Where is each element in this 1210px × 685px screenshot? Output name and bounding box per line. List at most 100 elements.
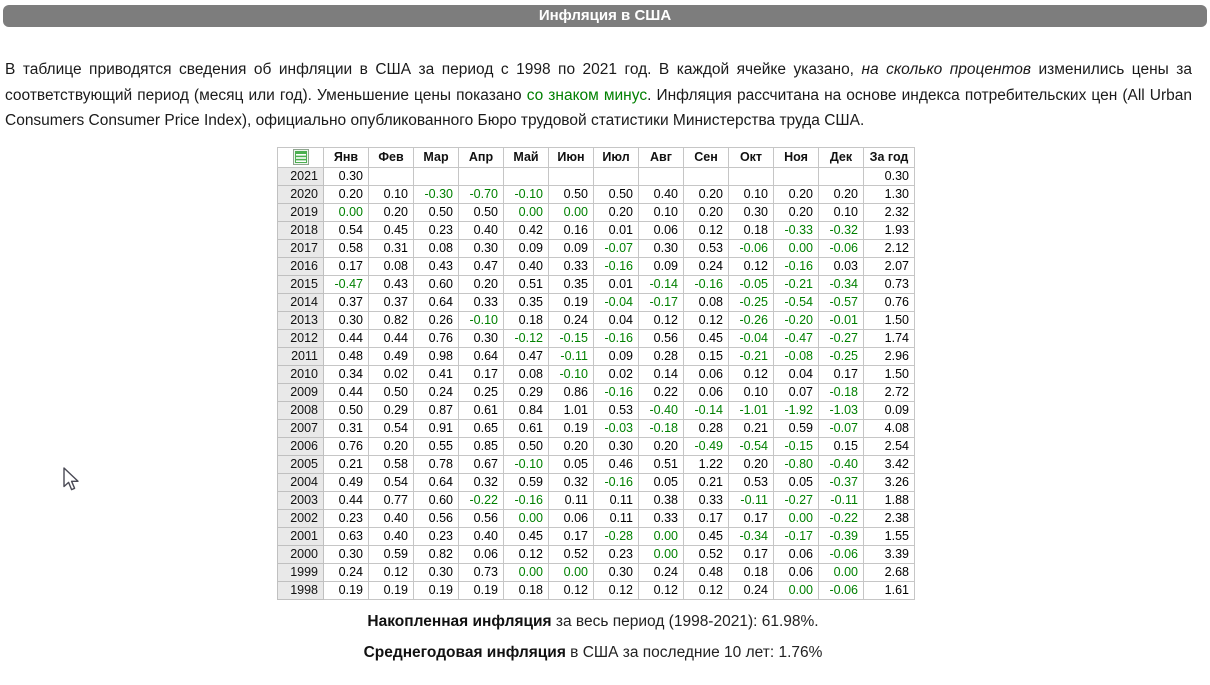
table-row: 2014 0.37 0.37 0.64 0.33 0.35 0.19 -0.04 -0.17 0.… [277,292,915,312]
month-value-cell: -1.03 [818,400,864,420]
table-row: 2015 -0.47 0.43 0.60 0.20 0.51 0.35 0.01 -0.14 -0… [277,274,915,294]
month-value-cell: 0.47 [503,346,549,366]
month-value-cell: 0.17 [818,364,864,384]
month-value-cell: 0.30 [728,202,774,222]
month-value-cell: 0.12 [683,310,729,330]
table-row: 2004 0.49 0.54 0.64 0.32 0.59 0.32 -0.16 0.05 0.2… [277,472,915,492]
month-value-cell: 0.53 [593,400,639,420]
month-value-cell: 0.50 [458,202,504,222]
month-value-cell: 0.67 [458,454,504,474]
average-inflation-label: Среднегодовая инфляция [363,643,566,661]
month-value-cell: 0.55 [413,436,459,456]
month-value-cell: 0.16 [548,220,594,240]
month-value-cell: 0.78 [413,454,459,474]
month-value-cell: 0.48 [323,346,369,366]
month-value-cell: -0.40 [638,400,684,420]
excel-export-cell[interactable] [277,146,324,168]
month-value-cell [683,166,729,186]
month-value-cell: -1.01 [728,400,774,420]
month-value-cell: 0.87 [413,400,459,420]
month-value-cell: 0.34 [323,364,369,384]
month-value-cell: -1.92 [773,400,819,420]
month-value-cell: 0.44 [323,490,369,510]
month-value-cell: 0.06 [638,220,684,240]
annual-total-cell: 4.08 [863,418,915,438]
month-value-cell: 0.35 [548,274,594,294]
month-value-cell: 0.30 [593,562,639,582]
month-value-cell [458,166,504,186]
column-header-month: Май [503,146,549,168]
month-value-cell: 0.52 [548,544,594,564]
excel-sheet-icon[interactable] [292,149,309,165]
month-value-cell: 0.12 [728,256,774,276]
month-value-cell: 0.76 [323,436,369,456]
table-row: 2000 0.30 0.59 0.82 0.06 0.12 0.52 0.23 0.00 0.52… [277,544,915,564]
month-value-cell: -0.17 [773,526,819,546]
month-value-cell: -0.47 [323,274,369,294]
cumulative-inflation-label: Накопленная инфляция [367,612,552,630]
month-value-cell: 0.23 [593,544,639,564]
month-value-cell: -0.05 [728,274,774,294]
month-value-cell: 0.58 [323,238,369,258]
year-cell: 2001 [277,526,324,546]
month-value-cell: 0.20 [548,436,594,456]
average-inflation-value: в США за последние 10 лет: 1.76% [565,643,823,661]
month-value-cell: -0.16 [503,490,549,510]
month-value-cell: 0.54 [323,220,369,240]
column-header-month: Июн [548,146,594,168]
month-value-cell: 0.54 [368,418,414,438]
annual-total-cell: 2.54 [863,436,915,456]
month-value-cell: 0.17 [458,364,504,384]
table-row: 2003 0.44 0.77 0.60 -0.22 -0.16 0.11 0.11 0.38 0.… [277,490,915,510]
month-value-cell: 0.30 [323,544,369,564]
month-value-cell: 0.50 [548,184,594,204]
month-value-cell: 0.17 [548,526,594,546]
annual-total-cell: 2.12 [863,238,915,258]
month-value-cell: 0.07 [773,382,819,402]
column-header-month: Окт [728,146,774,168]
month-value-cell: 0.46 [593,454,639,474]
month-value-cell: 0.12 [638,580,684,600]
intro-paragraph: В таблице приводятся сведения об инфляци… [5,57,1192,134]
month-value-cell: 0.50 [593,184,639,204]
month-value-cell: 0.35 [503,292,549,312]
annual-total-cell: 1.50 [863,364,915,384]
year-cell: 2006 [277,436,324,456]
month-value-cell: 0.51 [503,274,549,294]
month-value-cell: 0.20 [683,202,729,222]
month-value-cell: 0.30 [458,238,504,258]
month-value-cell: 0.23 [413,220,459,240]
year-cell: 2000 [277,544,324,564]
month-value-cell: -0.39 [818,526,864,546]
month-value-cell: 0.63 [323,526,369,546]
month-value-cell: 0.37 [368,292,414,312]
column-header-month: Мар [413,146,459,168]
month-value-cell: 0.18 [503,310,549,330]
month-value-cell: 0.08 [413,238,459,258]
table-row: 2007 0.31 0.54 0.91 0.65 0.61 0.19 -0.03 -0.18 0.… [277,418,915,438]
month-value-cell: -0.04 [593,292,639,312]
month-value-cell: 0.11 [593,508,639,528]
month-value-cell: 0.00 [548,202,594,222]
month-value-cell [548,166,594,186]
month-value-cell: 0.98 [413,346,459,366]
month-value-cell [593,166,639,186]
month-value-cell: 0.09 [548,238,594,258]
month-value-cell: -0.16 [683,274,729,294]
month-value-cell: 0.56 [638,328,684,348]
year-cell: 2014 [277,292,324,312]
month-value-cell: 0.32 [548,472,594,492]
table-row: 2009 0.44 0.50 0.24 0.25 0.29 0.86 -0.16 0.22 0.0… [277,382,915,402]
month-value-cell: 0.52 [683,544,729,564]
month-value-cell: 0.17 [728,544,774,564]
month-value-cell: 0.00 [638,526,684,546]
month-value-cell: 0.54 [368,472,414,492]
annual-total-cell: 2.32 [863,202,915,222]
month-value-cell: 0.77 [368,490,414,510]
month-value-cell: 0.12 [548,580,594,600]
month-value-cell: 0.00 [773,508,819,528]
month-value-cell [368,166,414,186]
month-value-cell: -0.10 [458,310,504,330]
month-value-cell: 0.30 [413,562,459,582]
column-header-annual: За год [863,146,915,168]
